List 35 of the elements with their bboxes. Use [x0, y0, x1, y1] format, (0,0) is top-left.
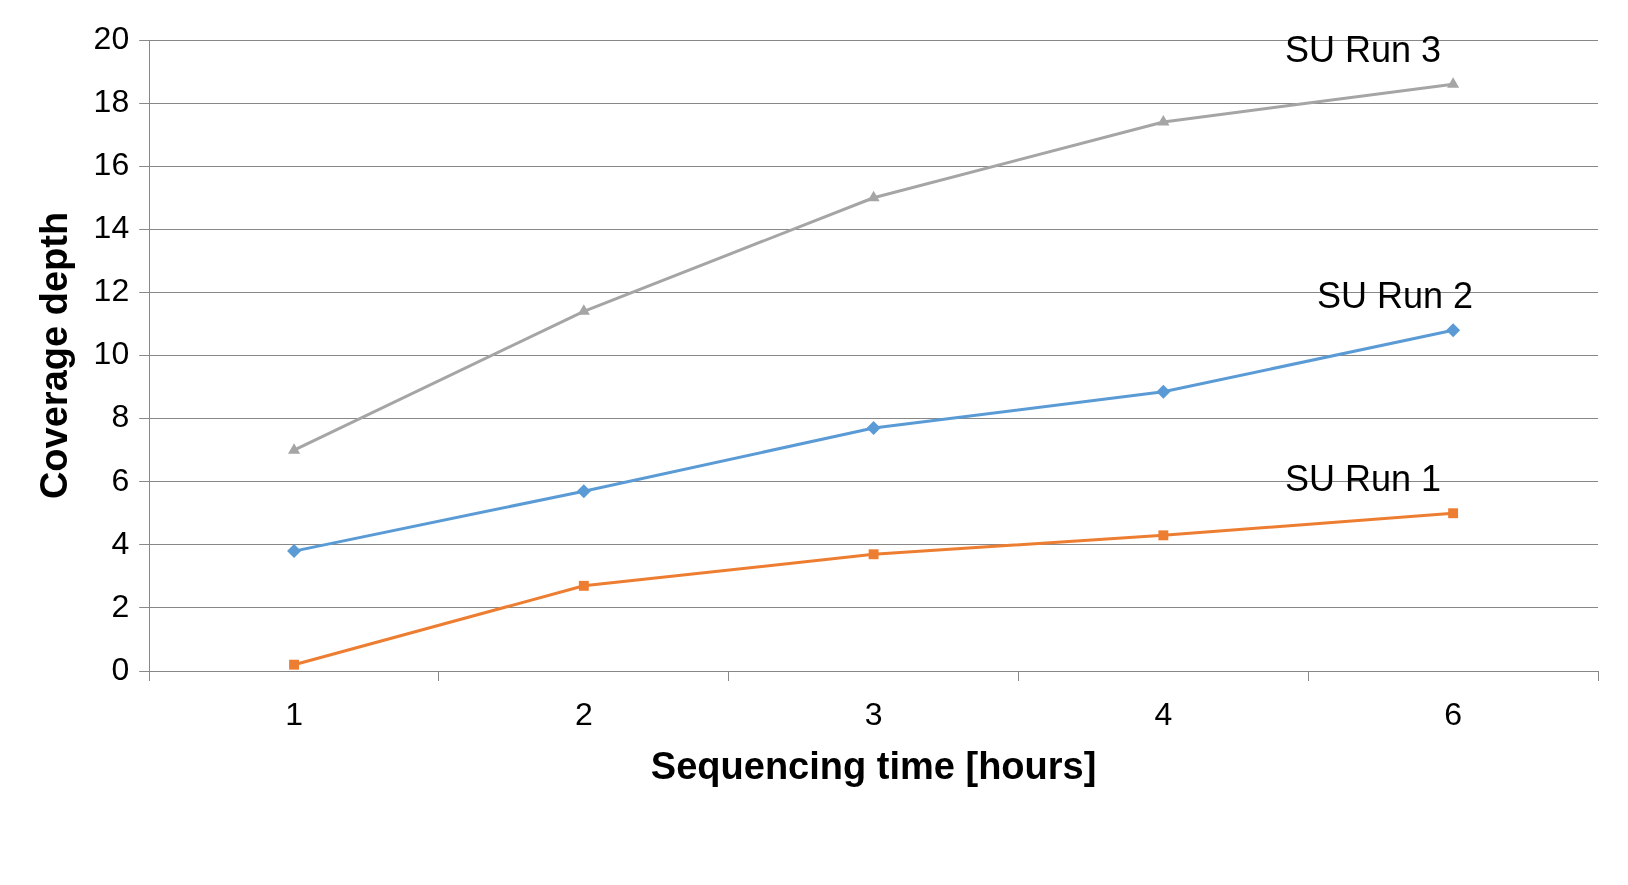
- y-tick-label: 14: [93, 209, 130, 246]
- point: [1447, 77, 1460, 88]
- series-label: SU Run 1: [1285, 458, 1442, 500]
- y-tick-label: 16: [93, 146, 130, 183]
- point: [578, 580, 589, 591]
- series-label: SU Run 2: [1317, 275, 1474, 317]
- series-label: SU Run 3: [1285, 29, 1442, 71]
- x-tick-label: 1: [285, 696, 303, 733]
- point: [1448, 508, 1459, 519]
- y-tick-label: 18: [93, 82, 130, 119]
- x-axis-title: Sequencing time [hours]: [650, 744, 1097, 787]
- point: [866, 421, 881, 436]
- point: [868, 549, 879, 560]
- y-tick-label: 4: [111, 524, 130, 561]
- y-tick-label: 8: [111, 398, 130, 435]
- y-tick-label: 0: [111, 650, 130, 687]
- point: [1158, 530, 1169, 541]
- point: [1156, 384, 1171, 399]
- point: [867, 190, 880, 202]
- point: [1446, 323, 1461, 338]
- y-tick-label: 20: [93, 19, 130, 56]
- x-tick-label: 4: [1154, 696, 1173, 733]
- y-tick-label: 10: [93, 335, 130, 372]
- y-tick-label: 2: [111, 587, 130, 624]
- point: [289, 659, 300, 670]
- point: [1157, 115, 1170, 126]
- y-tick-label: 12: [93, 272, 130, 309]
- y-axis-title: Coverage depth: [33, 211, 76, 500]
- y-tick-label: 6: [111, 461, 130, 498]
- point: [287, 544, 302, 559]
- x-tick-label: 3: [864, 696, 883, 733]
- x-tick-label: 2: [574, 696, 593, 733]
- point: [288, 443, 301, 454]
- x-tick-label: 6: [1444, 696, 1463, 733]
- point: [576, 484, 591, 499]
